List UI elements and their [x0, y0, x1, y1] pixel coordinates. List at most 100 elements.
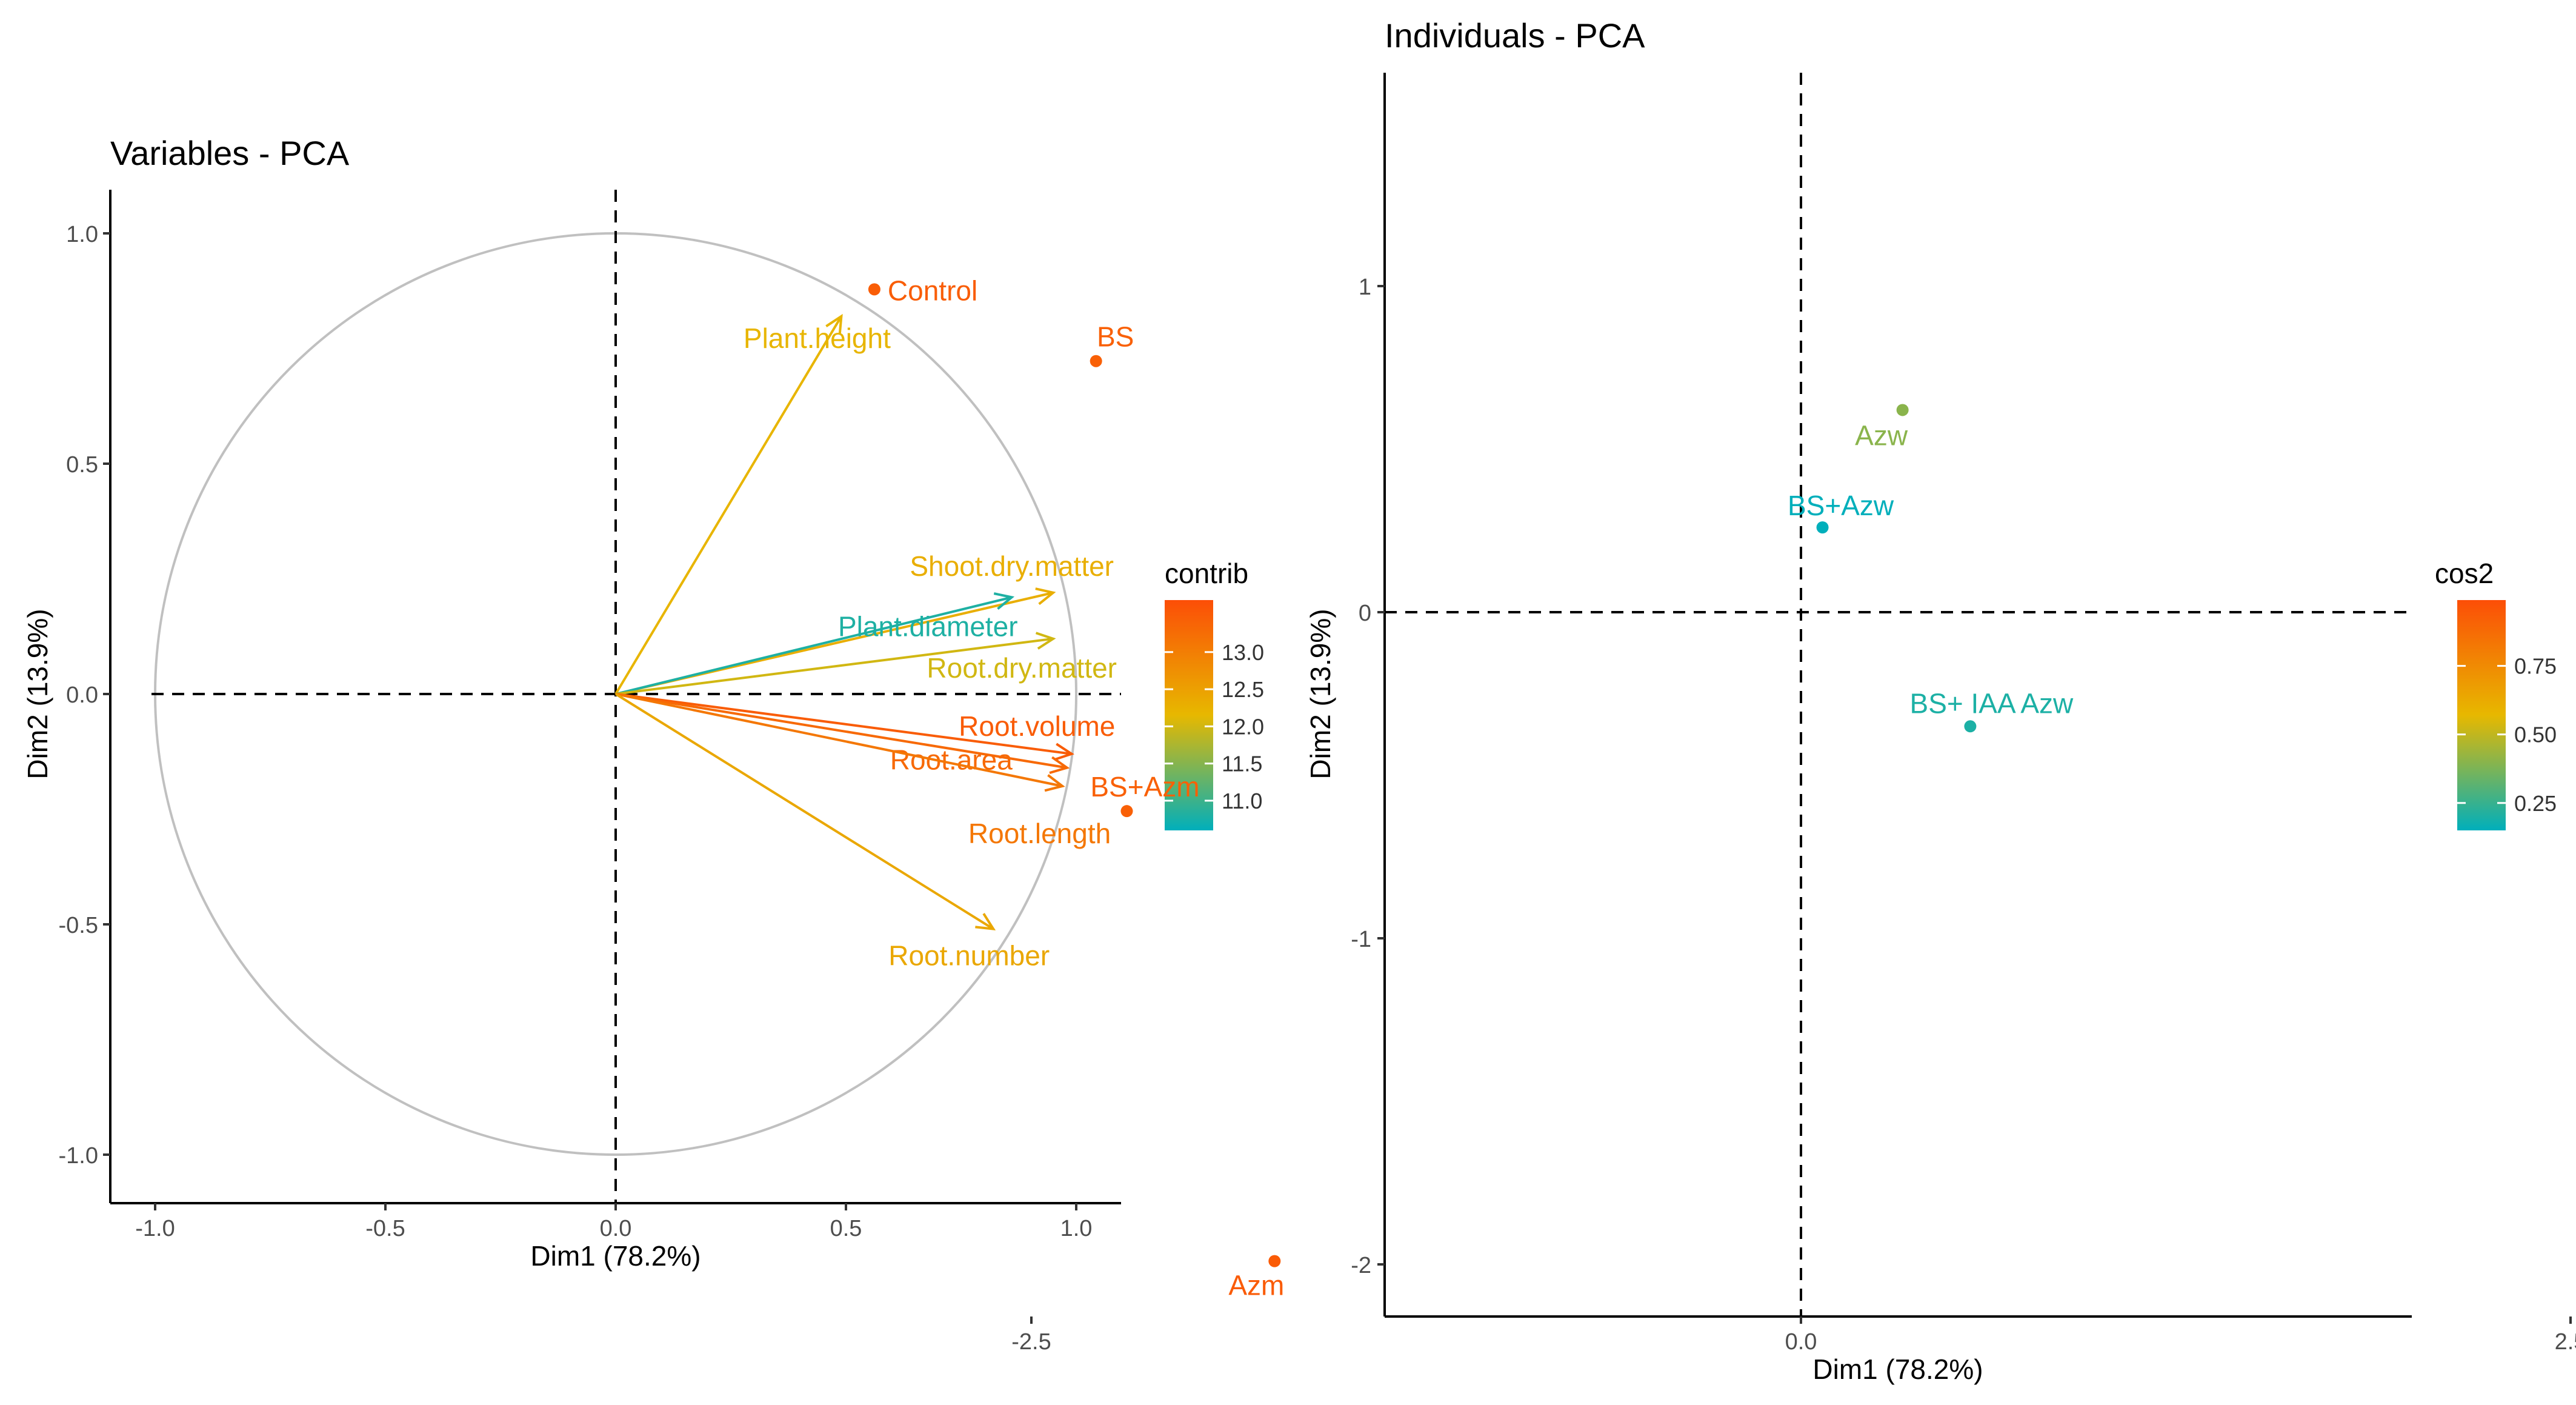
individual-point-marker	[1816, 521, 1829, 534]
individual-point-label: BS+Azm	[1090, 771, 1199, 803]
cos2-tick-label: 0.75	[2514, 654, 2557, 679]
variable-arrow-shaft	[615, 693, 1068, 769]
variables-x-tick-label: 0.5	[830, 1216, 862, 1241]
contrib-tick-label: 13.0	[1222, 640, 1264, 665]
variable-arrow-head	[1049, 756, 1070, 775]
variables-pca-panel: Variables - PCA -1.0 -0.5 0.0 0.5 1.0 -1.0 -0…	[22, 134, 1264, 1272]
variable-arrow-root-dry-matter: Root.dry.matter	[615, 632, 1117, 695]
individual-point-marker	[1896, 404, 1909, 416]
variable-label: Plant.diameter	[838, 610, 1018, 642]
individual-point-label: BS+Azw	[1788, 490, 1894, 521]
individual-point-label: Azw	[1855, 419, 1908, 451]
variable-label: Plant.height	[744, 322, 891, 354]
individuals-y-ticks: -2 -1 0 1	[1351, 275, 1385, 1278]
variable-arrows: Plant.height Shoot.dry.matter Plant.diamet…	[614, 313, 1117, 972]
variables-y-tick-label: 0.0	[66, 682, 98, 708]
variables-x-tick-label: 0.0	[600, 1216, 632, 1241]
variable-arrow-head	[825, 313, 843, 335]
individual-point-marker	[868, 283, 880, 296]
cos2-legend-title: cos2	[2435, 558, 2494, 589]
individual-control: Control	[868, 275, 977, 306]
variable-arrow-head	[1044, 774, 1065, 792]
cos2-legend: cos2 0.25 0.50 0.75	[2435, 558, 2557, 830]
variables-x-ticks: -1.0 -0.5 0.0 0.5 1.0	[135, 1203, 1092, 1241]
variable-arrow-shaft	[614, 693, 994, 930]
variables-chart-title: Variables - PCA	[110, 134, 350, 172]
individual-bs-azm: BS+Azm	[1090, 771, 1200, 818]
individuals-x-tick-label: 2.5	[2555, 1329, 2576, 1355]
variable-arrow-root-length: Root.length	[615, 693, 1111, 849]
individual-point-label: BS	[1097, 321, 1134, 353]
variables-y-axis-label: Dim2 (13.9%)	[22, 609, 53, 779]
contrib-legend: contrib 11.0 11.5 12.0 12.5 13.0	[1165, 558, 1264, 830]
contrib-colorbar	[1165, 600, 1213, 830]
cos2-legend-ticks: 0.25 0.50 0.75	[2457, 654, 2557, 816]
variable-arrow-head	[993, 592, 1015, 610]
individual-point-label: BS+ IAA Azw	[1910, 687, 2074, 719]
contrib-tick-label: 11.0	[1222, 789, 1262, 813]
variable-arrow-shaft	[615, 637, 1054, 695]
variable-arrow-shaft	[615, 693, 1063, 787]
variable-label: Root.dry.matter	[927, 652, 1117, 684]
individual-azw: Azw	[1855, 404, 1909, 451]
variable-label: Root.number	[888, 940, 1050, 972]
variable-label: Root.area	[890, 744, 1013, 776]
contrib-tick-label: 12.0	[1222, 714, 1264, 739]
individuals-x-tick-label: -2.5	[1011, 1329, 1051, 1355]
individuals-y-tick-label: -1	[1351, 927, 1371, 952]
individuals-plot-area	[1383, 73, 2412, 1318]
variable-arrow-head	[1054, 743, 1074, 761]
variable-arrow-plant-diameter: Plant.diameter	[615, 592, 1018, 695]
contrib-tick-label: 11.5	[1222, 752, 1262, 776]
individuals-y-tick-label: 0	[1359, 601, 1371, 626]
variable-arrow-head	[1035, 587, 1056, 606]
individuals-y-tick-label: 1	[1359, 275, 1371, 300]
individual-point-marker	[1964, 720, 1977, 733]
individual-point-label: Azm	[1228, 1270, 1284, 1301]
variable-label: Shoot.dry.matter	[910, 550, 1114, 582]
variables-y-tick-label: 0.5	[66, 452, 98, 478]
variables-x-tick-label: 1.0	[1060, 1216, 1093, 1241]
individuals-x-ticks: -2.5 0.0 2.5	[1011, 1317, 2576, 1355]
individuals-y-tick-label: -2	[1351, 1253, 1371, 1278]
contrib-legend-ticks: 11.0 11.5 12.0 12.5 13.0	[1165, 640, 1264, 813]
variable-arrow-head	[1035, 632, 1056, 650]
variable-arrow-shaft	[615, 693, 1072, 755]
individual-point-marker	[1120, 805, 1133, 818]
variables-x-tick-label: -1.0	[135, 1216, 175, 1241]
variable-arrow-shoot-dry-matter: Shoot.dry.matter	[615, 550, 1114, 695]
variable-arrow-plant-height: Plant.height	[614, 313, 891, 695]
variable-arrow-root-number: Root.number	[614, 693, 1050, 972]
cos2-tick-label: 0.25	[2514, 791, 2557, 816]
individuals-x-tick-label: 0.0	[1785, 1329, 1817, 1355]
individual-bs: BS	[1090, 321, 1134, 367]
individuals-pca-panel: Individuals - PCA -2-101 -2.50.02.5 Azw+…	[868, 16, 2576, 1385]
individual-point-marker	[1090, 355, 1102, 367]
variables-y-tick-label: -1.0	[59, 1143, 98, 1169]
variable-label: Root.volume	[959, 710, 1115, 742]
variable-arrow-root-volume: Root.volume	[615, 693, 1115, 761]
cos2-tick-label: 0.50	[2514, 723, 2557, 747]
individual-bs-iaa-azw: BS+ IAA Azw	[1910, 687, 2074, 733]
variables-y-tick-label: 1.0	[66, 222, 98, 247]
variables-y-tick-label: -0.5	[59, 913, 98, 938]
variable-label: Root.length	[968, 818, 1111, 849]
individuals-chart-title: Individuals - PCA	[1385, 16, 1645, 55]
contrib-legend-title: contrib	[1165, 558, 1248, 589]
cos2-colorbar	[2457, 600, 2506, 830]
individual-azm: Azm	[1228, 1255, 1284, 1301]
variable-arrow-root-area: Root.area	[615, 693, 1070, 776]
variables-y-ticks: -1.0 -0.5 0.0 0.5 1.0	[59, 222, 110, 1169]
variables-x-tick-label: -0.5	[365, 1216, 405, 1241]
variable-arrow-shaft	[614, 315, 843, 695]
variables-x-axis-label: Dim1 (78.2%)	[530, 1240, 701, 1272]
contrib-tick-label: 12.5	[1222, 677, 1264, 702]
individual-bs-azw: BS+Azw	[1788, 490, 1894, 534]
individuals-x-axis-label: Dim1 (78.2%)	[1812, 1353, 1983, 1385]
variable-arrow-head	[975, 913, 996, 931]
individual-point-marker	[1268, 1255, 1281, 1267]
individuals-y-axis-label: Dim2 (13.9%)	[1305, 609, 1336, 779]
individual-point-label: Control	[888, 275, 977, 306]
